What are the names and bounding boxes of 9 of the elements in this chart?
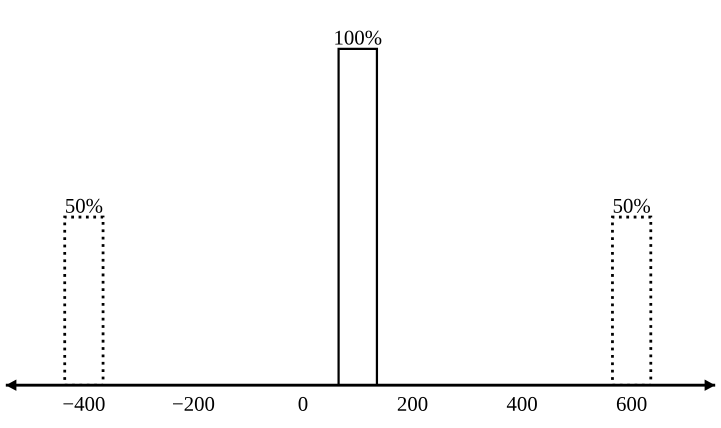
- x-tick-label: 400: [506, 396, 537, 411]
- data-label: 100%: [335, 30, 382, 45]
- data-label: 50%: [614, 198, 650, 213]
- x-tick-label: 0: [298, 396, 308, 411]
- x-tick-label: −200: [172, 396, 214, 411]
- x-tick-label: −400: [63, 396, 105, 411]
- data-label: 50%: [66, 198, 102, 213]
- x-tick-label: 200: [398, 396, 428, 411]
- x-tick-label: 600: [616, 396, 646, 411]
